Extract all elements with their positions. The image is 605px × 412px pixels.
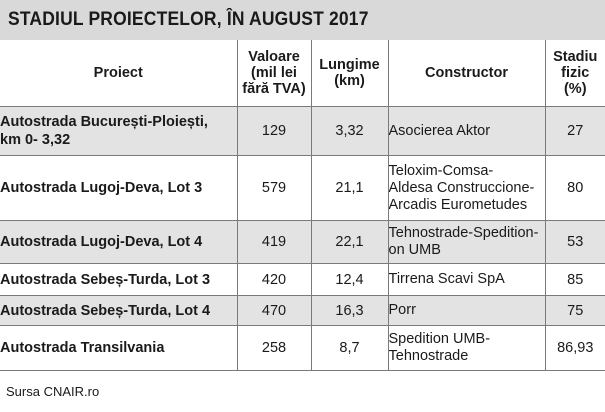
- table-title-text: STADIUL PROIECTELOR, ÎN AUGUST 2017: [8, 9, 369, 30]
- table-title: STADIUL PROIECTELOR, ÎN AUGUST 2017: [0, 0, 605, 40]
- projects-table: Proiect Valoare (mil lei fără TVA) Lungi…: [0, 40, 605, 371]
- cell-value: 419: [237, 220, 312, 264]
- header-project: Proiect: [0, 40, 238, 107]
- cell-progress: 27: [545, 106, 605, 156]
- table-row: Autostrada Lugoj-Deva, Lot 4 419 22,1 Te…: [0, 220, 605, 264]
- cell-builder: Spedition UMB- Tehnostrade: [388, 325, 546, 371]
- header-length: Lungime (km): [311, 40, 389, 107]
- table-row: Autostrada Sebeș-Turda, Lot 3 420 12,4 T…: [0, 263, 605, 296]
- cell-value: 420: [237, 263, 312, 296]
- cell-value: 579: [237, 155, 312, 221]
- cell-progress: 53: [545, 220, 605, 264]
- table-row: Autostrada Sebeș-Turda, Lot 4 470 16,3 P…: [0, 295, 605, 326]
- cell-builder: Tirrena Scavi SpA: [388, 263, 546, 296]
- cell-length: 3,32: [311, 106, 389, 156]
- source-note: Sursa CNAIR.ro: [6, 384, 100, 399]
- cell-length: 22,1: [311, 220, 389, 264]
- cell-value: 258: [237, 325, 312, 371]
- cell-builder: Tehnostrade-Spedition-on UMB: [388, 220, 546, 264]
- cell-value: 129: [237, 106, 312, 156]
- header-progress: Stadiu fizic (%): [545, 40, 605, 107]
- table-row: Autostrada Lugoj-Deva, Lot 3 579 21,1 Te…: [0, 155, 605, 221]
- cell-builder: Asocierea Aktor: [388, 106, 546, 156]
- cell-length: 8,7: [311, 325, 389, 371]
- cell-length: 21,1: [311, 155, 389, 221]
- cell-builder: Porr: [388, 295, 546, 326]
- cell-project: Autostrada Sebeș-Turda, Lot 3: [0, 263, 238, 296]
- cell-progress: 86,93: [545, 325, 605, 371]
- cell-project: Autostrada Lugoj-Deva, Lot 3: [0, 155, 238, 221]
- cell-progress: 85: [545, 263, 605, 296]
- cell-value: 470: [237, 295, 312, 326]
- cell-project: Autostrada București-Ploiești, km 0- 3,32: [0, 106, 238, 156]
- header-builder: Constructor: [388, 40, 546, 107]
- table-row: Autostrada București-Ploiești, km 0- 3,32…: [0, 106, 605, 156]
- cell-builder: Teloxim-Comsa- Aldesa Construccione- Arcad…: [388, 155, 546, 221]
- table-row: Autostrada Transilvania 258 8,7 Speditio…: [0, 325, 605, 371]
- cell-progress: 80: [545, 155, 605, 221]
- cell-length: 12,4: [311, 263, 389, 296]
- cell-project: Autostrada Transilvania: [0, 325, 238, 371]
- cell-project: Autostrada Sebeș-Turda, Lot 4: [0, 295, 238, 326]
- cell-project: Autostrada Lugoj-Deva, Lot 4: [0, 220, 238, 264]
- cell-progress: 75: [545, 295, 605, 326]
- header-value: Valoare (mil lei fără TVA): [237, 40, 312, 107]
- cell-length: 16,3: [311, 295, 389, 326]
- table-header-row: Proiect Valoare (mil lei fără TVA) Lungi…: [0, 40, 605, 107]
